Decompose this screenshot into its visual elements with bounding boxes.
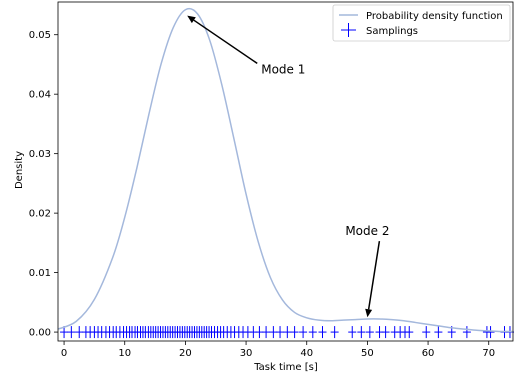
sampling-marker [60, 326, 69, 339]
sampling-marker [462, 326, 471, 339]
pdf-line [57, 7, 514, 333]
legend-label-pdf: Probability density function [366, 11, 503, 22]
x-tick-label: 10 [118, 348, 131, 359]
sampling-marker [365, 326, 374, 339]
y-tick-label: 0.03 [29, 149, 51, 160]
sampling-marker [262, 326, 271, 339]
sampling-marker [276, 326, 285, 339]
sampling-marker [290, 326, 299, 339]
axes-frame [57, 1, 514, 342]
sampling-marker [348, 326, 357, 339]
legend-frame [332, 4, 511, 42]
annotation-text: Mode 2 [345, 224, 389, 238]
annotation-text: Mode 1 [261, 62, 305, 76]
sampling-marker [299, 326, 308, 339]
annotation-arrow-head [365, 308, 373, 318]
x-tick-label: 0 [61, 348, 67, 359]
sampling-marker [318, 326, 327, 339]
sampling-marker [283, 326, 292, 339]
y-tick-label: 0.00 [29, 328, 51, 339]
legend-label-samplings: Samplings [366, 26, 418, 37]
annotation-arrow-shaft [193, 19, 258, 64]
y-axis-label: Density [14, 151, 25, 189]
sampling-marker [330, 326, 339, 339]
x-tick-label: 60 [422, 348, 435, 359]
sampling-rug [60, 326, 514, 339]
legend-marker-samplings [341, 23, 356, 37]
annotation-arrow-head [187, 15, 196, 24]
sampling-marker [486, 326, 495, 339]
y-tick-label: 0.02 [29, 209, 51, 220]
x-tick-label: 20 [179, 348, 192, 359]
annotations: Mode 1 Mode 2 [187, 15, 389, 318]
sampling-marker [434, 326, 443, 339]
x-tick-label: 50 [361, 348, 374, 359]
sampling-marker [405, 326, 414, 339]
x-tick-label: 70 [482, 348, 495, 359]
y-tick-label: 0.05 [29, 30, 51, 41]
sampling-marker [422, 326, 431, 339]
sampling-marker [269, 326, 278, 339]
x-tick-label: 40 [300, 348, 313, 359]
annotation-arrow-shaft [367, 241, 381, 310]
x-tick-label: 30 [240, 348, 253, 359]
y-tick-label: 0.01 [29, 268, 51, 279]
x-axis-label: Task time [s] [253, 362, 318, 373]
pdf-curve-group [57, 7, 514, 333]
sampling-marker [255, 326, 264, 339]
sampling-marker [75, 326, 84, 339]
axes: 0 10 20 30 40 50 60 70 0.00 0.01 0.02 0.03 0.04 0.05 [29, 1, 514, 359]
y-tick-label: 0.04 [29, 90, 51, 101]
sampling-marker [381, 326, 390, 339]
sampling-marker [67, 326, 76, 339]
legend: Probability density function Samplings [332, 4, 511, 42]
sampling-marker [308, 326, 317, 339]
sampling-marker [357, 326, 366, 339]
